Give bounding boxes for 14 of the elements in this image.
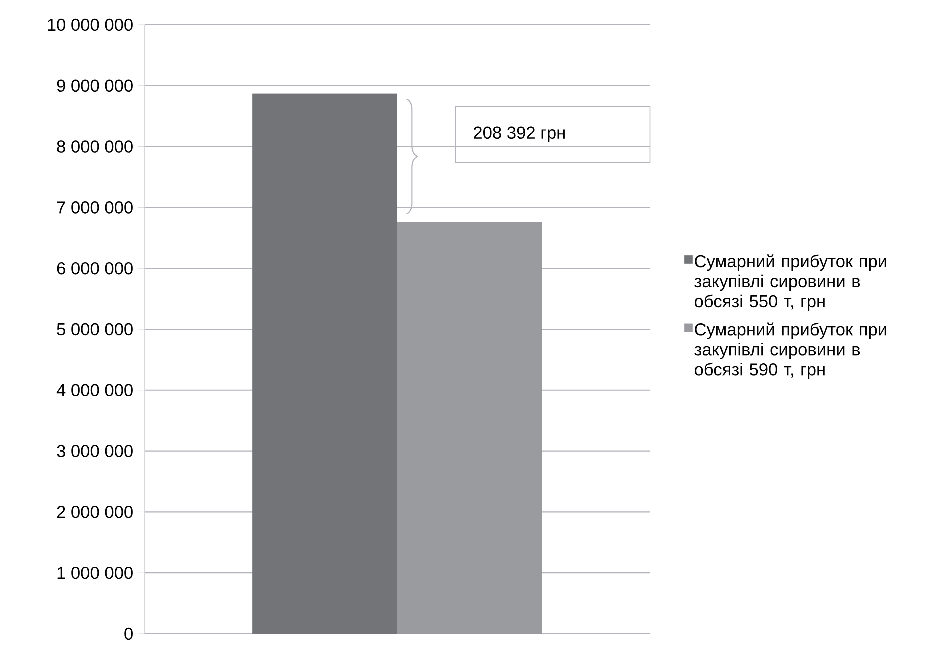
y-tick-label: 4 000 000 bbox=[56, 384, 133, 397]
y-tick-label: 10 000 000 bbox=[48, 18, 133, 32]
y-tick-label: 1 000 000 bbox=[58, 566, 133, 580]
legend-label: Сумарний прибуток при закупівлі сировини в обсязі 590 т, грн bbox=[694, 322, 886, 380]
y-tick-label: 3 000 000 bbox=[57, 445, 133, 458]
annotation: 208 392 грн bbox=[474, 126, 565, 142]
legend-label: Сумарний прибуток при закупівлі сировини в обсязі 550 т, грн bbox=[694, 254, 886, 312]
y-tick-label: 0 bbox=[124, 628, 133, 640]
y-tick-label: 2 000 000 bbox=[57, 506, 133, 518]
y-tick-label: 9 000 000 bbox=[57, 80, 133, 92]
y-tick-label: 8 000 000 bbox=[57, 140, 133, 153]
y-tick-label: 7 000 000 bbox=[57, 202, 133, 214]
y-tick-label: 5 000 000 bbox=[57, 323, 133, 336]
y-tick-label: 6 000 000 bbox=[57, 262, 133, 275]
